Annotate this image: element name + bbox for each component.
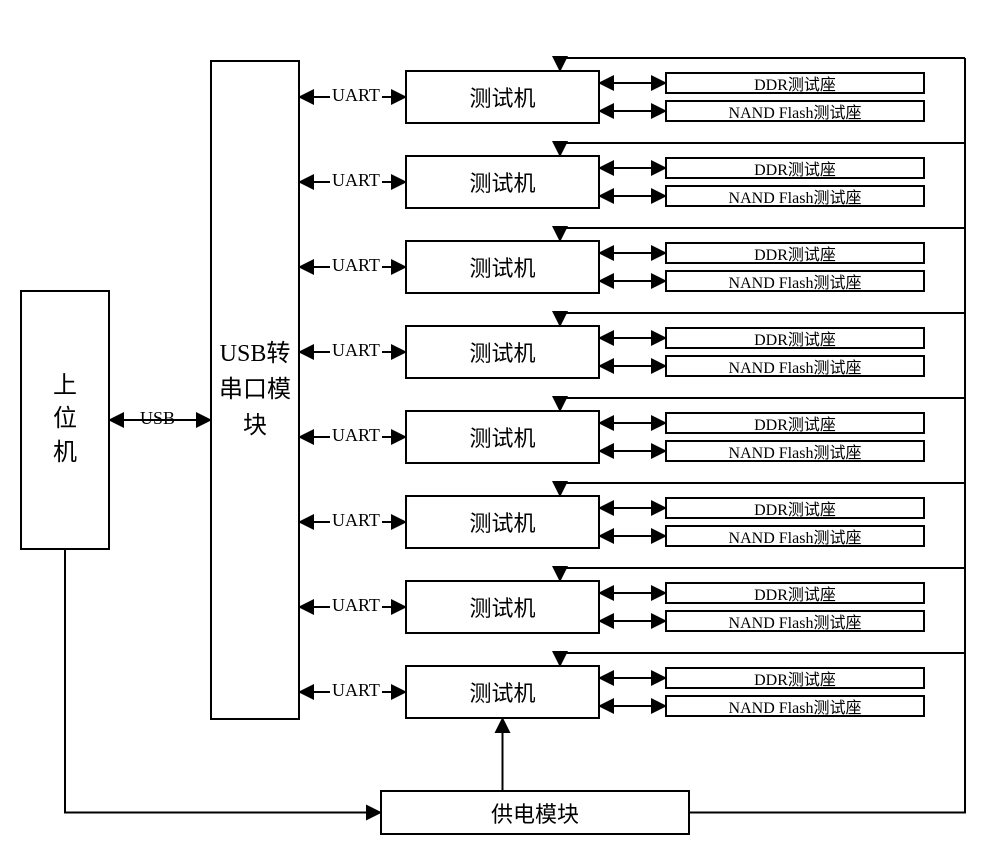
uart-label-1: UART [330, 85, 382, 106]
host-box: 上位机 [20, 290, 110, 550]
nand-socket-6: NAND Flash测试座 [665, 525, 925, 547]
nand-socket-5: NAND Flash测试座 [665, 440, 925, 462]
usb-label: USB [138, 408, 177, 429]
uart-label-8: UART [330, 680, 382, 701]
uart-label-3: UART [330, 255, 382, 276]
uart-label-4: UART [330, 340, 382, 361]
nand-socket-8: NAND Flash测试座 [665, 695, 925, 717]
ddr-socket-5: DDR测试座 [665, 412, 925, 434]
nand-socket-1: NAND Flash测试座 [665, 100, 925, 122]
tester-box-7: 测试机 [405, 580, 600, 634]
uart-label-6: UART [330, 510, 382, 531]
tester-box-8: 测试机 [405, 665, 600, 719]
uart-label-2: UART [330, 170, 382, 191]
ddr-socket-2: DDR测试座 [665, 157, 925, 179]
nand-socket-3: NAND Flash测试座 [665, 270, 925, 292]
ddr-socket-3: DDR测试座 [665, 242, 925, 264]
nand-socket-7: NAND Flash测试座 [665, 610, 925, 632]
uart-label-7: UART [330, 595, 382, 616]
uart-label-5: UART [330, 425, 382, 446]
ddr-socket-1: DDR测试座 [665, 72, 925, 94]
ddr-socket-8: DDR测试座 [665, 667, 925, 689]
nand-socket-4: NAND Flash测试座 [665, 355, 925, 377]
ddr-socket-6: DDR测试座 [665, 497, 925, 519]
tester-box-4: 测试机 [405, 325, 600, 379]
nand-socket-2: NAND Flash测试座 [665, 185, 925, 207]
tester-box-1: 测试机 [405, 70, 600, 124]
power-box: 供电模块 [380, 790, 690, 835]
ddr-socket-4: DDR测试座 [665, 327, 925, 349]
tester-box-6: 测试机 [405, 495, 600, 549]
tester-box-2: 测试机 [405, 155, 600, 209]
tester-box-3: 测试机 [405, 240, 600, 294]
usb-serial-box: USB转串口模块 [210, 60, 300, 720]
ddr-socket-7: DDR测试座 [665, 582, 925, 604]
tester-box-5: 测试机 [405, 410, 600, 464]
